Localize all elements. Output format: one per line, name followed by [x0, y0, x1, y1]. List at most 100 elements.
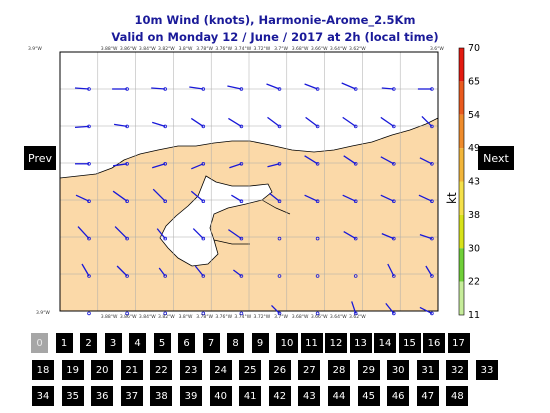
- frame-button-32[interactable]: 32: [446, 360, 469, 380]
- lon-label: 3.64°W: [330, 314, 347, 320]
- colorbar-tick-label: 49: [468, 143, 480, 154]
- frame-button-45[interactable]: 45: [357, 386, 380, 406]
- wind-arrow-head: [239, 311, 244, 316]
- frame-button-24[interactable]: 24: [209, 360, 232, 380]
- frame-button-29[interactable]: 29: [357, 360, 380, 380]
- frame-button-0[interactable]: 0: [31, 333, 48, 353]
- wind-arrow: [194, 265, 204, 277]
- wind-arrow: [387, 263, 395, 277]
- frame-button-30[interactable]: 30: [387, 360, 410, 380]
- wind-arrow-head: [201, 124, 206, 129]
- wind-arrow: [112, 190, 128, 202]
- wind-arrow: [381, 87, 394, 90]
- wind-arrow: [380, 194, 395, 202]
- frame-button-17[interactable]: 17: [447, 333, 470, 353]
- frame-button-20[interactable]: 20: [91, 360, 114, 380]
- lon-labels-bottom: 3.88°W 3.86°W 3.84°W 3.82°W 3.8°W 3.78°W 3.76°…: [101, 314, 367, 320]
- wind-arrow: [81, 263, 90, 277]
- frame-button-9[interactable]: 9: [251, 333, 269, 353]
- frame-button-28[interactable]: 28: [328, 360, 350, 380]
- frame-button-8[interactable]: 8: [227, 333, 244, 353]
- frame-button-3[interactable]: 3: [104, 333, 122, 353]
- wind-arrow: [231, 194, 242, 202]
- frame-button-36[interactable]: 36: [91, 386, 114, 406]
- frame-button-34[interactable]: 34: [32, 386, 54, 406]
- wind-arrow: [228, 117, 242, 127]
- frame-button-12[interactable]: 12: [325, 333, 347, 353]
- wind-arrow: [113, 163, 128, 167]
- frame-button-25[interactable]: 25: [239, 360, 262, 380]
- wind-arrow-head: [353, 124, 358, 129]
- colorbar-tick-label: 54: [468, 110, 480, 121]
- frame-button-19[interactable]: 19: [61, 360, 84, 380]
- wind-arrow-head: [125, 199, 129, 204]
- frame-button-15[interactable]: 15: [398, 333, 421, 353]
- wind-arrow: [269, 192, 280, 202]
- frame-button-26[interactable]: 26: [268, 360, 291, 380]
- frame-button-16[interactable]: 16: [423, 333, 445, 353]
- frame-button-10[interactable]: 10: [276, 333, 298, 353]
- wind-arrow-head: [125, 236, 129, 241]
- frame-button-4[interactable]: 4: [129, 333, 146, 353]
- wind-arrow: [342, 194, 356, 202]
- colorbar-tick-label: 70: [468, 43, 480, 54]
- wind-arrow-head: [239, 199, 244, 204]
- frame-button-2[interactable]: 2: [80, 333, 97, 353]
- frame-button-14[interactable]: 14: [374, 333, 396, 353]
- frame-button-40[interactable]: 40: [209, 386, 232, 406]
- lon-label: 3.88°W: [101, 314, 118, 320]
- frame-button-44[interactable]: 44: [328, 386, 350, 406]
- frame-button-37[interactable]: 37: [120, 386, 143, 406]
- frame-button-13[interactable]: 13: [349, 333, 372, 353]
- frame-button-47[interactable]: 47: [416, 386, 439, 406]
- wind-arrow-head: [87, 236, 91, 241]
- lon-label: 3.88°W: [101, 46, 118, 52]
- frame-button-11[interactable]: 11: [300, 333, 323, 353]
- next-button[interactable]: Next: [478, 146, 514, 170]
- frame-button-35[interactable]: 35: [61, 386, 84, 406]
- frame-button-38[interactable]: 38: [150, 386, 173, 406]
- prev-button[interactable]: Prev: [24, 146, 56, 170]
- frame-button-22[interactable]: 22: [150, 360, 173, 380]
- wind-arrow-head: [315, 274, 320, 278]
- frame-button-41[interactable]: 41: [239, 386, 262, 406]
- colorbar-tick-label: 22: [468, 277, 480, 288]
- frame-button-33[interactable]: 33: [476, 360, 498, 380]
- frame-button-48[interactable]: 48: [446, 386, 469, 406]
- wind-arrow-head: [163, 274, 168, 278]
- frame-button-18[interactable]: 18: [32, 360, 54, 380]
- wind-arrow: [152, 163, 166, 169]
- wind-arrow-head: [163, 199, 168, 204]
- wind-arrow: [266, 83, 280, 90]
- frame-button-42[interactable]: 42: [268, 386, 291, 406]
- frame-button-6[interactable]: 6: [178, 333, 195, 353]
- colorbar-unit: kt: [445, 192, 459, 204]
- wind-arrow-head: [353, 162, 358, 166]
- lon-label: 3.74°W: [234, 314, 251, 320]
- frame-button-46[interactable]: 46: [387, 386, 410, 406]
- wind-arrow-head: [125, 311, 129, 316]
- frame-button-43[interactable]: 43: [298, 386, 321, 406]
- frame-button-39[interactable]: 39: [180, 386, 202, 406]
- wind-arrow-head: [277, 311, 282, 316]
- wind-arrow: [74, 87, 90, 90]
- frame-button-21[interactable]: 21: [120, 360, 143, 380]
- corner-label-top-left: 3.9°W: [28, 46, 42, 52]
- wind-arrow: [304, 194, 318, 202]
- colorbar-tick-label: 65: [468, 76, 480, 87]
- wind-arrow: [343, 155, 357, 165]
- wind-arrow: [267, 163, 280, 168]
- frame-button-5[interactable]: 5: [153, 333, 171, 353]
- frame-button-7[interactable]: 7: [202, 333, 220, 353]
- lon-label: 3.66°W: [311, 314, 328, 320]
- lon-label: 3.68°W: [292, 46, 309, 52]
- colorbar-segment: [459, 181, 464, 215]
- frame-button-1[interactable]: 1: [55, 333, 73, 353]
- frame-button-23[interactable]: 23: [180, 360, 202, 380]
- wind-arrow: [342, 116, 357, 127]
- wind-arrow-head: [315, 236, 320, 241]
- wind-arrow: [229, 163, 242, 169]
- lon-label: 3.84°W: [139, 46, 156, 52]
- frame-button-27[interactable]: 27: [298, 360, 321, 380]
- frame-button-31[interactable]: 31: [416, 360, 439, 380]
